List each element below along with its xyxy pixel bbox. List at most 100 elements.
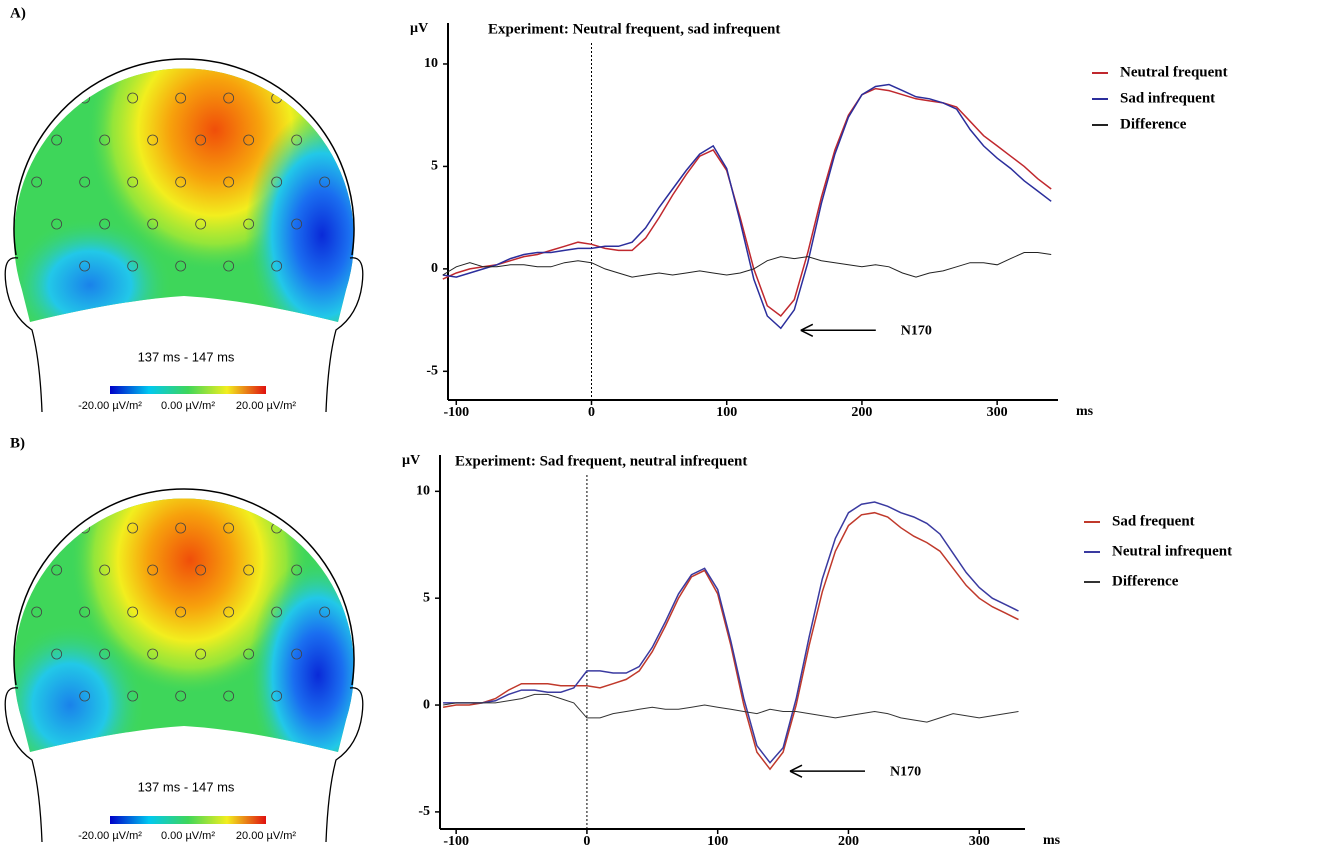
electrode bbox=[271, 690, 283, 702]
electrode bbox=[127, 176, 139, 188]
electrode bbox=[175, 260, 187, 272]
topomap bbox=[13, 51, 355, 322]
x-axis-label: ms bbox=[1043, 833, 1061, 848]
series-line bbox=[443, 693, 1019, 723]
electrode bbox=[31, 176, 43, 188]
y-tick-label: 10 bbox=[424, 56, 438, 71]
legend-label: Difference bbox=[1120, 116, 1187, 132]
electrode bbox=[127, 92, 139, 104]
colorbar-label: 20.00 µV/m² bbox=[236, 830, 296, 842]
colorbar-label: 0.00 µV/m² bbox=[161, 400, 215, 412]
electrode bbox=[223, 260, 235, 272]
series-line bbox=[442, 83, 1052, 330]
y-tick-label: 10 bbox=[416, 484, 430, 499]
electrode bbox=[127, 690, 139, 702]
electrode bbox=[99, 134, 111, 146]
series-line bbox=[442, 511, 1019, 771]
electrode bbox=[244, 51, 254, 61]
x-tick-label: 300 bbox=[969, 834, 990, 849]
y-tick-label: 5 bbox=[423, 590, 430, 605]
electrode bbox=[271, 260, 283, 272]
electrode bbox=[127, 260, 139, 272]
electrode bbox=[51, 218, 63, 230]
electrode bbox=[243, 218, 255, 230]
electrode bbox=[319, 606, 331, 618]
legend-label: Sad frequent bbox=[1112, 513, 1195, 529]
ear bbox=[325, 687, 364, 843]
annotation-arrowhead bbox=[800, 323, 814, 337]
electrode bbox=[195, 648, 207, 660]
electrode bbox=[79, 606, 91, 618]
electrode bbox=[79, 260, 91, 272]
head-outline bbox=[13, 58, 355, 256]
annotation: N170 bbox=[890, 764, 921, 779]
legend-label: Sad infrequent bbox=[1120, 90, 1215, 106]
x-tick-label: 200 bbox=[851, 405, 872, 420]
electrode bbox=[79, 690, 91, 702]
electrode bbox=[148, 481, 158, 491]
ear bbox=[4, 687, 43, 843]
chart-title: Experiment: Neutral frequent, sad infreq… bbox=[488, 21, 780, 37]
electrode bbox=[175, 176, 187, 188]
electrode bbox=[51, 648, 63, 660]
x-tick-label: 100 bbox=[716, 405, 737, 420]
y-tick-label: 0 bbox=[431, 261, 438, 276]
electrode bbox=[100, 51, 110, 61]
x-tick-label: -100 bbox=[443, 834, 469, 849]
electrode bbox=[243, 648, 255, 660]
topomap-panel: A) 137 ms - 147 ms -20.00 µV/m² 0.00 µV/m² 2… bbox=[4, 5, 364, 413]
colorbar-label: -20.00 µV/m² bbox=[78, 830, 142, 842]
electrode bbox=[223, 522, 235, 534]
annotation-arrowhead bbox=[789, 764, 803, 778]
electrode bbox=[147, 564, 159, 576]
x-tick-label: 200 bbox=[838, 834, 859, 849]
electrode bbox=[195, 134, 207, 146]
electrode bbox=[271, 606, 283, 618]
electrode bbox=[99, 648, 111, 660]
x-tick-label: 100 bbox=[707, 834, 728, 849]
legend-label: Difference bbox=[1112, 573, 1179, 589]
colorbar-label: 20.00 µV/m² bbox=[236, 400, 296, 412]
colorbar-label: -20.00 µV/m² bbox=[78, 400, 142, 412]
electrode bbox=[175, 606, 187, 618]
y-axis-label: µV bbox=[402, 453, 420, 468]
electrode bbox=[223, 690, 235, 702]
electrode bbox=[79, 176, 91, 188]
annotation: N170 bbox=[901, 324, 932, 339]
ear bbox=[4, 257, 43, 413]
y-tick-label: -5 bbox=[418, 804, 430, 819]
electrode bbox=[148, 51, 158, 61]
electrode bbox=[244, 481, 254, 491]
x-axis-label: ms bbox=[1076, 404, 1094, 419]
electrode bbox=[175, 522, 187, 534]
y-tick-label: 0 bbox=[423, 697, 430, 712]
legend-label: Neutral infrequent bbox=[1112, 543, 1232, 559]
electrode bbox=[147, 134, 159, 146]
y-tick-label: -5 bbox=[426, 364, 438, 379]
electrode bbox=[243, 564, 255, 576]
electrode bbox=[291, 564, 303, 576]
electrode bbox=[31, 606, 43, 618]
electrode bbox=[100, 481, 110, 491]
electrode bbox=[291, 218, 303, 230]
x-tick-label: 0 bbox=[583, 834, 590, 849]
electrode bbox=[175, 690, 187, 702]
series-line bbox=[442, 252, 1052, 278]
head-outline bbox=[13, 488, 355, 686]
electrode bbox=[319, 176, 331, 188]
colorbar bbox=[110, 816, 266, 824]
series-line bbox=[442, 87, 1052, 318]
electrode bbox=[147, 218, 159, 230]
electrode bbox=[99, 218, 111, 230]
panel-label: A) bbox=[10, 5, 26, 21]
colorbar-label: 0.00 µV/m² bbox=[161, 830, 215, 842]
electrode bbox=[175, 92, 187, 104]
electrode bbox=[271, 176, 283, 188]
y-tick-label: 5 bbox=[431, 159, 438, 174]
electrode bbox=[291, 134, 303, 146]
ear bbox=[325, 257, 364, 413]
legend-label: Neutral frequent bbox=[1120, 64, 1228, 80]
map-negative bbox=[248, 556, 355, 752]
time-window: 137 ms - 147 ms bbox=[138, 349, 235, 364]
